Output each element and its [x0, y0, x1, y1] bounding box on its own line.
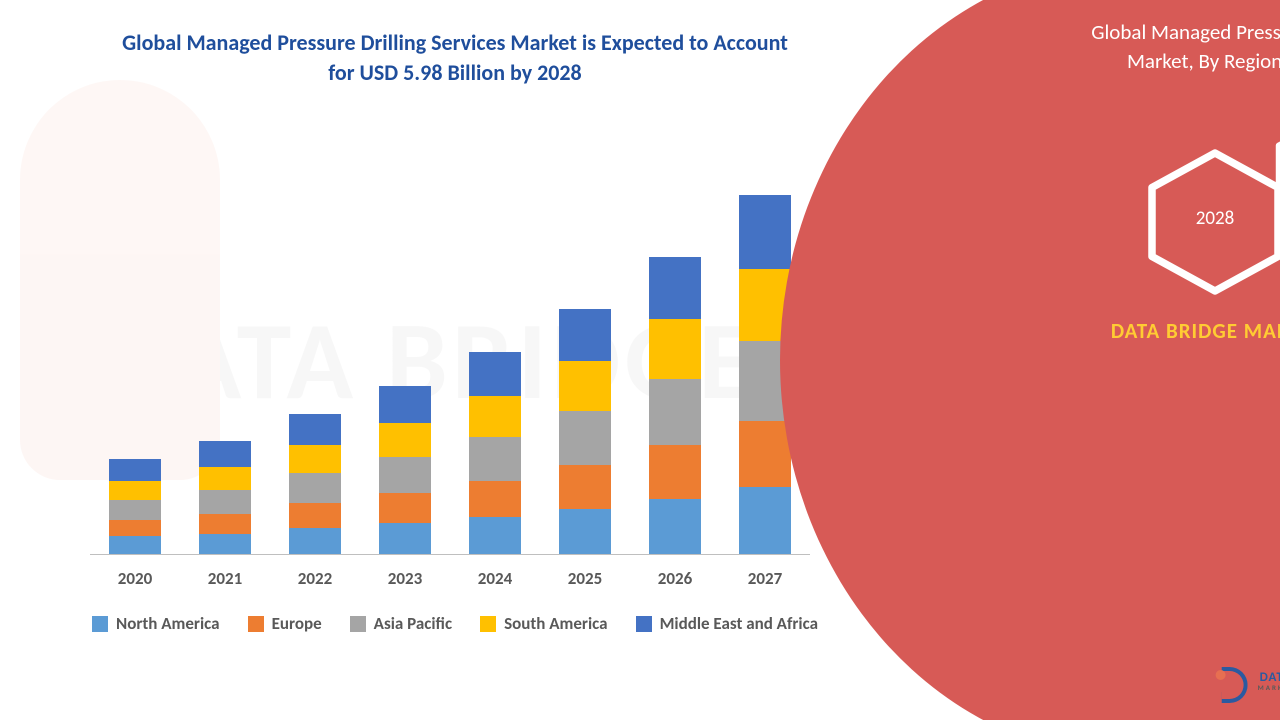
x-tick-label: 2023 [379, 568, 431, 589]
bar-segment [469, 352, 521, 396]
bar-segment [559, 361, 611, 411]
legend-item: South America [480, 613, 607, 634]
bar-segment [649, 499, 701, 555]
footer-logo: DATA BRIDGE MARKET RESEARCH [1216, 664, 1280, 698]
bar-segment [199, 490, 251, 514]
chart-plot-wrap: 20202021202220232024202520262027 [90, 115, 810, 555]
legend-label: Europe [272, 613, 322, 634]
legend-swatch [248, 616, 264, 632]
legend-label: South America [504, 613, 607, 634]
bar-segment [379, 523, 431, 554]
chart-bars [90, 155, 810, 554]
bar-segment [739, 487, 791, 555]
legend-swatch [92, 616, 108, 632]
legend-swatch [350, 616, 366, 632]
logo-secondary: MARKET RESEARCH [1258, 684, 1280, 691]
bar-segment [289, 414, 341, 445]
x-tick-label: 2027 [739, 568, 791, 589]
bar-segment [379, 423, 431, 457]
legend-swatch [480, 616, 496, 632]
bar-2025 [559, 309, 611, 554]
bar-segment [109, 459, 161, 481]
right-panel-title: Global Managed Pressure Drilling Service… [1080, 18, 1280, 77]
hex-large-label: 2028 [1140, 207, 1280, 230]
x-tick-label: 2020 [109, 568, 161, 589]
bar-segment [649, 379, 701, 445]
x-axis-labels: 2020 2021 2022 2023 2024 2025 2026 2027 [90, 568, 810, 589]
hex-small-label: 2021 [1270, 159, 1280, 182]
bar-segment [559, 509, 611, 555]
bar-segment [199, 467, 251, 490]
legend-label: Middle East and Africa [660, 613, 818, 634]
bar-2022 [289, 414, 341, 555]
bar-segment [649, 445, 701, 499]
bar-segment [199, 514, 251, 534]
bar-segment [559, 309, 611, 361]
x-tick-label: 2022 [289, 568, 341, 589]
legend-label: Asia Pacific [374, 613, 452, 634]
legend-label: North America [116, 613, 220, 634]
bar-segment [289, 473, 341, 503]
hex-graphic: 2028 2021 [1140, 107, 1280, 307]
bar-segment [559, 411, 611, 465]
bar-segment [379, 386, 431, 423]
bar-segment [739, 421, 791, 487]
bar-segment [289, 528, 341, 554]
bar-segment [739, 195, 791, 269]
legend-item: North America [92, 613, 220, 634]
bar-segment [289, 503, 341, 528]
bar-segment [379, 493, 431, 523]
bar-2023 [379, 386, 431, 554]
bar-segment [469, 481, 521, 517]
x-tick-label: 2024 [469, 568, 521, 589]
legend-swatch [636, 616, 652, 632]
right-panel-inner: Global Managed Pressure Drilling Service… [1060, 0, 1280, 720]
bar-segment [199, 534, 251, 555]
bar-segment [469, 396, 521, 437]
bar-2024 [469, 352, 521, 554]
bar-segment [109, 481, 161, 500]
chart-legend: North America Europe Asia Pacific South Ame… [90, 613, 820, 634]
chart-plot: 20202021202220232024202520262027 [90, 155, 810, 555]
x-tick-label: 2026 [649, 568, 701, 589]
bar-2021 [199, 441, 251, 555]
bar-segment [109, 500, 161, 520]
page-root: DATA BRIDGE Global Managed Pressure Dril… [0, 0, 1280, 720]
brand-text: DATA BRIDGE MARKET RESEARCH [1080, 317, 1280, 346]
logo-mark-icon [1216, 664, 1250, 698]
bar-segment [109, 520, 161, 537]
bar-2026 [649, 257, 701, 554]
x-axis-line [90, 554, 810, 555]
bar-segment [649, 257, 701, 319]
bar-segment [199, 441, 251, 467]
x-tick-label: 2021 [199, 568, 251, 589]
bar-segment [469, 517, 521, 555]
logo-text: DATA BRIDGE MARKET RESEARCH [1258, 671, 1280, 691]
bar-segment [109, 536, 161, 554]
legend-item: Europe [248, 613, 322, 634]
x-tick-label: 2025 [559, 568, 611, 589]
chart-region: Global Managed Pressure Drilling Service… [0, 0, 860, 720]
bar-2020 [109, 459, 161, 555]
legend-item: Asia Pacific [350, 613, 452, 634]
bar-segment [379, 457, 431, 493]
bar-segment [649, 319, 701, 379]
chart-title: Global Managed Pressure Drilling Service… [90, 28, 820, 87]
bar-segment [289, 445, 341, 474]
bar-segment [469, 437, 521, 481]
legend-item: Middle East and Africa [636, 613, 818, 634]
bar-segment [559, 465, 611, 509]
